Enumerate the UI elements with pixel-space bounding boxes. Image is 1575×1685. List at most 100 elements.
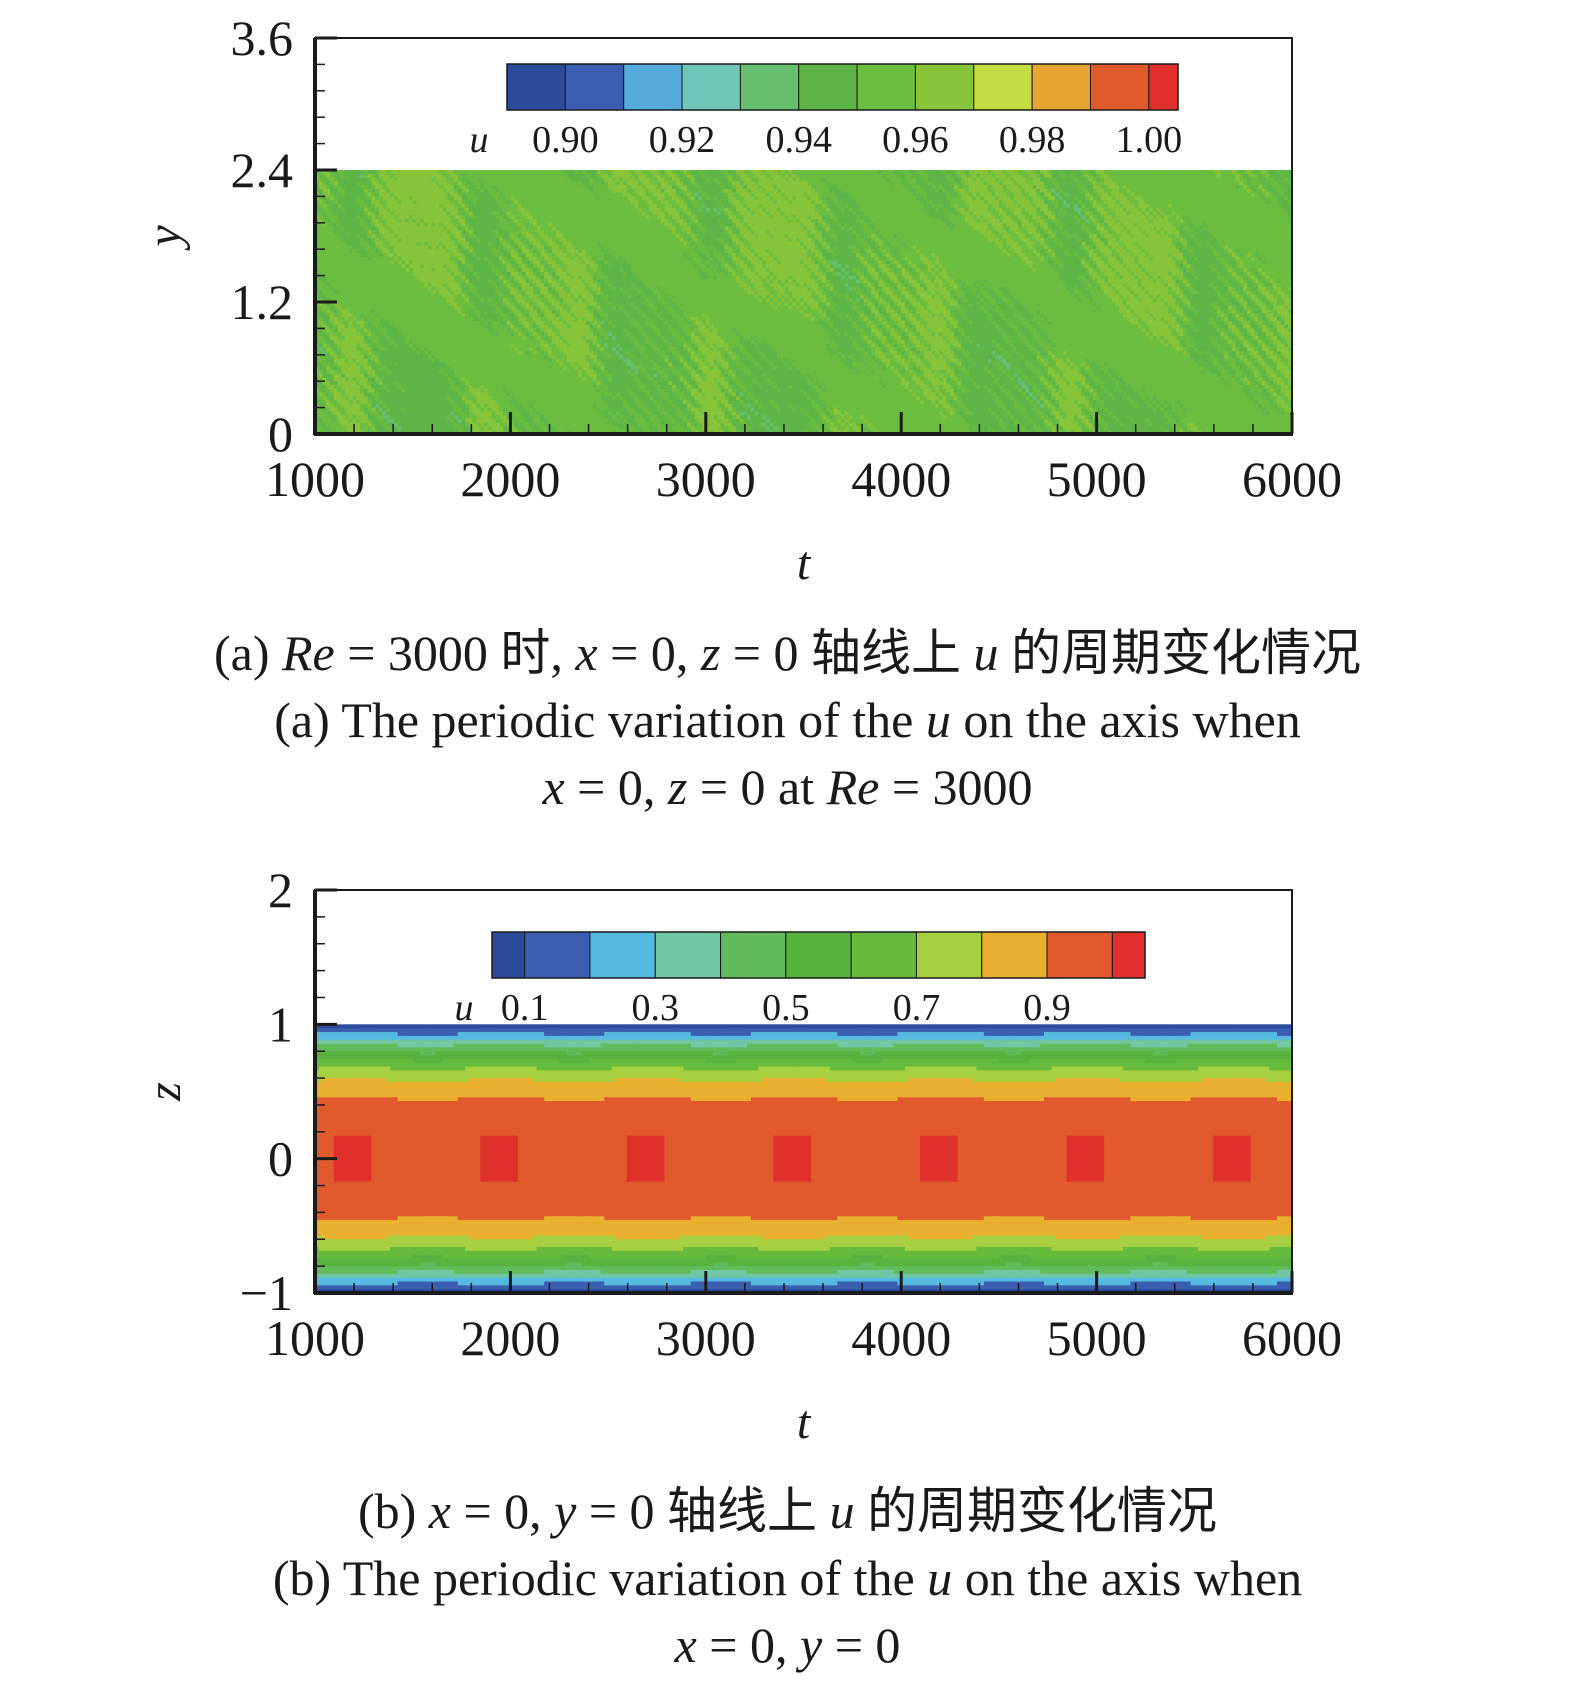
field-cell: [382, 369, 387, 375]
field-cell: [465, 358, 470, 363]
field-cell: [506, 358, 511, 363]
field-cell: [570, 181, 575, 186]
field-cell: [570, 377, 575, 382]
field-cell: [465, 309, 470, 314]
field-cell: [378, 170, 384, 175]
field-cell: [570, 200, 575, 205]
field-cell: [461, 241, 466, 247]
field-cell: [510, 170, 515, 175]
field-cell: [423, 305, 429, 311]
field-cell: [480, 237, 485, 243]
field-cell: [525, 286, 530, 292]
field-cell: [423, 302, 429, 307]
field-cell: [412, 203, 418, 209]
field-cell: [499, 215, 504, 220]
field-cell: [495, 226, 500, 231]
field-cell: [551, 192, 557, 197]
field-cell: [484, 381, 489, 386]
field-cell: [555, 275, 560, 280]
field-cell: [480, 422, 485, 428]
field-cell: [397, 366, 403, 371]
field-cell: [386, 400, 391, 405]
field-cell: [461, 362, 466, 367]
field-cell: [454, 366, 459, 371]
field-cell: [393, 305, 399, 311]
field-cell: [469, 400, 474, 405]
field-cell: [461, 388, 466, 394]
field-cell: [393, 332, 399, 337]
field-cell: [352, 324, 357, 329]
field-cell: [322, 249, 327, 254]
field-cell: [356, 192, 361, 197]
field-cell: [326, 381, 331, 386]
field-cell: [525, 377, 530, 382]
field-cell: [457, 377, 463, 382]
field-cell: [401, 249, 406, 254]
field-cell: [555, 320, 560, 326]
field-cell: [322, 354, 327, 360]
field-cell: [472, 358, 478, 363]
field-cell: [412, 298, 418, 303]
field-cell: [581, 177, 587, 182]
field-cell: [487, 351, 493, 356]
field-cell: [555, 230, 560, 235]
field-cell: [559, 347, 564, 352]
field-cell: [333, 196, 339, 201]
field-cell: [333, 222, 339, 228]
field-cell: [469, 392, 474, 397]
field-cell: [551, 335, 557, 341]
field-cell: [367, 185, 372, 190]
field-cell: [461, 366, 466, 371]
field-cell: [318, 211, 324, 216]
field-cell: [446, 392, 451, 397]
field-cell: [570, 354, 575, 360]
field-cell: [480, 392, 485, 397]
field-cell: [439, 369, 444, 375]
field-cell: [544, 215, 549, 220]
field-cell: [536, 170, 542, 175]
field-cell: [382, 237, 387, 243]
field-cell: [457, 305, 463, 311]
field-cell: [540, 351, 545, 356]
field-cell: [457, 294, 463, 299]
field-cell: [333, 415, 339, 420]
field-cell: [356, 294, 361, 299]
field-cell: [397, 294, 403, 299]
field-cell: [570, 317, 575, 322]
field-cell: [480, 362, 485, 367]
field-cell: [348, 294, 354, 299]
field-cell: [502, 426, 508, 431]
field-cell: [563, 347, 568, 352]
field-cell: [450, 286, 455, 292]
field-cell: [386, 260, 391, 265]
field-cell: [405, 245, 410, 250]
field-cell: [446, 381, 451, 386]
field-cell: [356, 290, 361, 296]
field-cell: [439, 173, 444, 179]
field-cell: [408, 249, 414, 254]
field-cell: [506, 343, 511, 348]
field-cell: [476, 400, 481, 405]
field-cell: [315, 177, 320, 182]
field-cell: [333, 230, 339, 235]
field-cell: [559, 170, 564, 175]
field-cell: [382, 283, 387, 288]
field-cell: [525, 234, 530, 239]
field-cell: [442, 335, 448, 341]
field-cell: [532, 188, 538, 194]
field-cell: [551, 268, 557, 273]
field-cell: [330, 324, 335, 329]
field-cell: [330, 392, 335, 397]
field-cell: [427, 237, 433, 243]
field-cell: [578, 275, 583, 280]
field-cell: [540, 369, 545, 375]
field-cell: [472, 271, 478, 277]
field-cell: [563, 339, 568, 345]
field-cell: [416, 196, 421, 201]
field-cell: [378, 305, 384, 311]
field-cell: [390, 317, 395, 322]
field-cell: [551, 384, 557, 390]
field-cell: [457, 388, 463, 394]
field-cell: [401, 335, 406, 341]
field-cell: [487, 264, 493, 269]
